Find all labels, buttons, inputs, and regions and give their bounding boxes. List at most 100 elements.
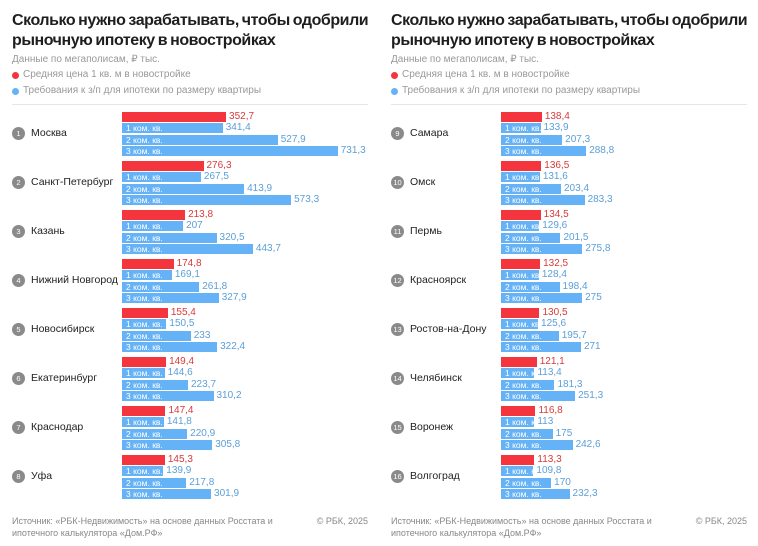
chart-title: Сколько нужно зарабатывать, чтобы одобри… xyxy=(391,12,748,49)
price-bar xyxy=(122,308,168,318)
salary-bar: 3 ком. кв. xyxy=(501,292,583,303)
salary-bar: 3 ком. кв. xyxy=(501,194,585,205)
salary-bar: 1 ком. кв. xyxy=(122,221,184,232)
salary-bar: 1 ком. кв. xyxy=(122,172,201,183)
salary-bar: 1 ком. кв. xyxy=(122,319,167,330)
value-label: 443,7 xyxy=(255,242,281,254)
footer: Источник: «РБК-Недвижимость» на основе д… xyxy=(391,515,751,541)
salary-bar: 3 ком. кв. xyxy=(122,341,218,352)
salary-bar: 2 ком. кв. xyxy=(122,232,217,243)
value-label: 125,6 xyxy=(541,318,567,330)
value-label: 169,1 xyxy=(174,269,200,281)
bar-chart: 1 Москва 352,7 1 ком. кв. 341,4 2 ком. кв. 527… xyxy=(12,112,372,504)
value-label: 232,3 xyxy=(572,487,598,499)
value-label: 130,5 xyxy=(542,307,568,318)
city-label: Новосибирск xyxy=(31,323,95,335)
rank-badge: 2 xyxy=(12,176,25,189)
value-label: 203,4 xyxy=(564,182,590,194)
value-label: 147,4 xyxy=(168,405,194,416)
city-label: Москва xyxy=(31,127,67,139)
value-label: 352,7 xyxy=(229,111,255,122)
salary-bar: 3 ком. кв. xyxy=(501,439,573,450)
price-bar xyxy=(122,357,167,367)
value-label: 217,8 xyxy=(189,476,215,488)
left-panel: Сколько нужно зарабатывать, чтобы одобри… xyxy=(12,0,374,541)
source-note: Источник: «РБК-Недвижимость» на основе д… xyxy=(12,516,273,538)
price-bar xyxy=(501,357,537,367)
value-label: 242,6 xyxy=(575,438,601,450)
rank-badge: 3 xyxy=(12,225,25,238)
salary-bar: 2 ком. кв. xyxy=(122,183,245,194)
rank-badge: 9 xyxy=(391,127,404,140)
salary-bar: 2 ком. кв. xyxy=(501,330,559,341)
price-bar xyxy=(501,308,540,318)
city-label: Екатеринбург xyxy=(31,372,98,384)
salary-bar: 2 ком. кв. xyxy=(122,477,187,488)
price-bar xyxy=(501,210,541,220)
value-label: 320,5 xyxy=(219,231,245,243)
value-label: 133,9 xyxy=(543,122,569,134)
salary-bar: 3 ком. кв. xyxy=(501,145,587,156)
value-label: 413,9 xyxy=(247,182,273,194)
city-label: Краснодар xyxy=(31,421,84,433)
salary-bar: 3 ком. кв. xyxy=(122,145,338,156)
bar-chart: 9 Самара 138,4 1 ком. кв. 133,9 2 ком. кв. 207… xyxy=(391,112,751,504)
rank-badge: 16 xyxy=(391,470,404,483)
salary-bar: 1 ком. кв. xyxy=(501,368,535,379)
value-label: 128,4 xyxy=(541,269,567,281)
city-label: Самара xyxy=(410,127,449,139)
chart-subtitle: Данные по мегаполисам, ₽ тыс. xyxy=(391,54,539,65)
salary-bar: 3 ком. кв. xyxy=(501,390,576,401)
value-label: 207 xyxy=(186,220,203,232)
blue-dot-icon xyxy=(391,87,398,95)
value-label: 201,5 xyxy=(563,231,589,243)
value-label: 288,8 xyxy=(589,144,615,156)
value-label: 310,2 xyxy=(216,389,242,401)
rank-badge: 6 xyxy=(12,372,25,385)
price-bar xyxy=(122,259,174,269)
rank-badge: 13 xyxy=(391,323,404,336)
value-label: 121,1 xyxy=(539,356,565,367)
blue-dot-icon xyxy=(12,87,19,95)
price-bar xyxy=(122,406,166,416)
price-bar xyxy=(501,112,542,122)
value-label: 139,9 xyxy=(166,465,192,477)
value-label: 223,7 xyxy=(190,378,217,390)
value-label: 155,4 xyxy=(170,307,196,318)
legend-price: Средняя цена 1 кв. м в новостройке xyxy=(391,67,753,83)
value-label: 213,8 xyxy=(188,209,214,220)
value-label: 251,3 xyxy=(578,389,604,401)
value-label: 113,3 xyxy=(537,454,562,465)
legend-price: Средняя цена 1 кв. м в новостройке xyxy=(12,67,374,83)
salary-bar: 3 ком. кв. xyxy=(501,488,570,499)
value-label: 113 xyxy=(537,416,554,428)
chart-title: Сколько нужно зарабатывать, чтобы одобри… xyxy=(12,12,369,49)
salary-bar: 3 ком. кв. xyxy=(122,292,219,303)
value-label: 175 xyxy=(555,427,573,439)
red-dot-icon xyxy=(12,71,19,79)
salary-bar: 3 ком. кв. xyxy=(122,439,213,450)
city-label: Нижний Новгород xyxy=(31,274,118,286)
value-label: 150,5 xyxy=(169,318,195,330)
value-label: 327,9 xyxy=(221,291,247,303)
salary-bar: 1 ком. кв. xyxy=(122,466,164,477)
salary-bar: 3 ком. кв. xyxy=(122,488,212,499)
legend-label: Требования к з/п для ипотеки по размеру … xyxy=(402,85,641,96)
price-bar xyxy=(501,406,536,416)
salary-bar: 2 ком. кв. xyxy=(122,330,191,341)
value-label: 181,3 xyxy=(557,378,583,390)
value-label: 116,8 xyxy=(538,405,563,416)
value-label: 207,3 xyxy=(565,133,591,145)
legend-salary: Требования к з/п для ипотеки по размеру … xyxy=(12,83,374,99)
value-label: 174,8 xyxy=(176,258,202,269)
salary-bar: 1 ком. кв. xyxy=(122,368,165,379)
value-label: 198,4 xyxy=(562,280,588,292)
city-label: Пермь xyxy=(410,225,442,237)
city-label: Ростов-на-Дону xyxy=(410,323,487,335)
legend-label: Средняя цена 1 кв. м в новостройке xyxy=(23,69,191,80)
rank-badge: 14 xyxy=(391,372,404,385)
city-label: Красноярск xyxy=(410,274,467,286)
city-label: Уфа xyxy=(31,470,53,482)
city-label: Челябинск xyxy=(410,372,462,384)
city-label: Воронеж xyxy=(410,421,454,433)
